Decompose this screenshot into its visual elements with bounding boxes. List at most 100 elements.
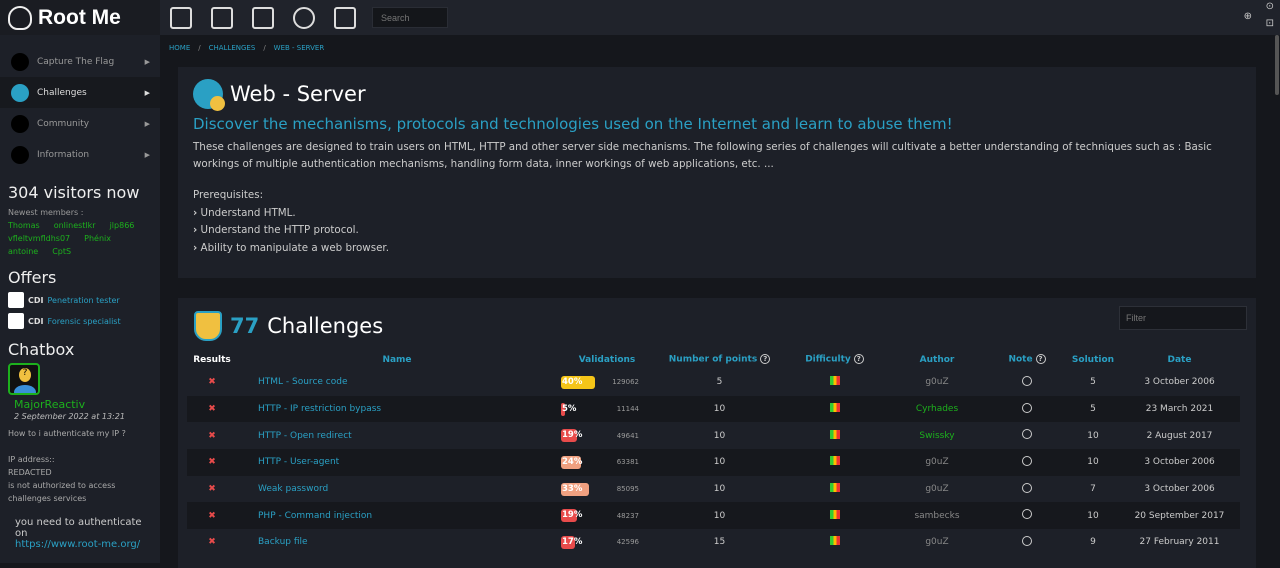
author-link[interactable]: Swissky — [919, 430, 955, 441]
breadcrumb: HOME / CHALLENGES / WEB - SERVER — [160, 35, 1280, 61]
author-link[interactable]: g0uZ — [887, 449, 987, 476]
author-link[interactable]: g0uZ — [925, 484, 949, 495]
header-validations[interactable]: Validations — [578, 354, 636, 365]
breadcrumb-challenges[interactable]: CHALLENGES — [208, 44, 256, 52]
header-solution[interactable]: Solution — [1071, 354, 1115, 365]
challenge-link[interactable]: HTTP - IP restriction bypass — [258, 404, 382, 415]
author-link[interactable]: g0uZ — [925, 377, 949, 388]
date: 20 September 2017 — [1119, 502, 1240, 530]
avatar[interactable] — [8, 363, 40, 395]
breadcrumb-separator: / — [263, 44, 266, 52]
author-link[interactable]: Cyrhades — [887, 395, 987, 423]
validation-percent: 19% — [562, 510, 583, 521]
member-link[interactable]: Phénix — [84, 234, 111, 243]
chat-link[interactable]: https://www.root-me.org/ — [15, 539, 141, 550]
solution-count[interactable]: 10 — [1087, 430, 1099, 441]
challenge-link[interactable]: Weak password — [258, 484, 329, 495]
validation-count: 11144 — [616, 405, 639, 414]
sidebar-item-challenges[interactable]: Challenges ▶ — [0, 77, 160, 108]
challenge-link[interactable]: HTTP - User-agent — [258, 457, 340, 468]
header-points[interactable]: Number of points? — [657, 350, 782, 369]
offer-item[interactable]: CDI Forensic specialist — [8, 312, 152, 330]
header-author[interactable]: Author — [919, 354, 955, 365]
table-row[interactable]: ✖ Weak password 33% 85095 10 g0uZ 7 3 Oct… — [187, 476, 1240, 503]
member-link[interactable]: jlp866 — [109, 221, 135, 230]
radar-icon[interactable] — [293, 6, 315, 29]
prerequisites-title: Prerequisites: — [193, 189, 264, 201]
challenges-icon — [11, 83, 29, 102]
header-results[interactable]: Results — [193, 354, 231, 365]
table-row[interactable]: ✖ HTML - Source code 40% 129062 5 g0uZ 5 … — [187, 369, 1240, 396]
points: 10 — [657, 502, 782, 530]
date: 23 March 2021 — [1119, 395, 1240, 423]
filter-input[interactable] — [1119, 306, 1247, 330]
offer-item[interactable]: CDI Penetration tester — [8, 291, 152, 309]
header-date[interactable]: Date — [1167, 354, 1192, 365]
member-link[interactable]: Thomas — [8, 221, 40, 230]
sidebar-item-capture-the-flag[interactable]: Capture The Flag ▶ — [0, 46, 160, 77]
sidebar-item-information[interactable]: Information ▶ — [0, 139, 160, 170]
solution-count[interactable]: 10 — [1067, 449, 1119, 476]
note-face-icon — [1022, 402, 1032, 413]
newest-members: Thomas onlinestlkr jlp866 vfleltvmfldhs07 Ph… — [8, 219, 152, 258]
cart-icon[interactable] — [334, 6, 356, 29]
top-bar: ⊕ ⊙ ⊡ — [160, 0, 1280, 35]
login-icon[interactable]: ⊙ — [1265, 1, 1274, 12]
table-row[interactable]: ✖ HTTP - IP restriction bypass 5% 11144 1… — [187, 395, 1240, 423]
author-link[interactable]: sambecks — [887, 502, 987, 530]
challenge-link[interactable]: Backup file — [258, 537, 308, 548]
help-icon[interactable]: ? — [760, 354, 771, 365]
breadcrumb-home[interactable]: HOME — [169, 44, 191, 52]
solution-count[interactable]: 9 — [1090, 537, 1096, 548]
search-input[interactable] — [372, 7, 448, 28]
lock-icon[interactable]: ⊡ — [1265, 18, 1274, 29]
category-card: Web - Server Discover the mechanisms, pr… — [178, 67, 1256, 278]
points: 10 — [657, 395, 782, 423]
solution-count[interactable]: 7 — [1090, 484, 1096, 495]
member-link[interactable]: CptS — [52, 247, 72, 256]
offer-link[interactable]: Forensic specialist — [47, 316, 121, 326]
challenge-link[interactable]: HTML - Source code — [258, 377, 348, 388]
table-row[interactable]: ✖ HTTP - User-agent 24% 63381 10 g0uZ 10 … — [187, 449, 1240, 476]
validation-bar: 33% — [561, 482, 590, 496]
challenge-link[interactable]: PHP - Command injection — [258, 510, 373, 521]
solution-count[interactable]: 5 — [1067, 395, 1119, 423]
validation-bar: 19% — [561, 429, 582, 443]
table-row[interactable]: ✖ Backup file 17% 42596 15 g0uZ 9 27 Febr… — [187, 529, 1240, 556]
documents-icon[interactable] — [252, 6, 274, 29]
offer-type: CDI — [28, 295, 44, 305]
difficulty-icon — [829, 456, 840, 466]
sidebar-nav: Capture The Flag ▶ Challenges ▶ Community ▶… — [0, 46, 160, 170]
table-row[interactable]: ✖ HTTP - Open redirect 19% 49641 10 Swiss… — [187, 422, 1240, 449]
header-name[interactable]: Name — [382, 354, 412, 365]
table-row[interactable]: ✖ PHP - Command injection 19% 48237 10 sa… — [187, 502, 1240, 530]
header-note[interactable]: Note? — [987, 350, 1067, 369]
signpost-icon[interactable] — [211, 6, 233, 29]
challenge-link[interactable]: HTTP - Open redirect — [258, 430, 352, 441]
solution-count[interactable]: 10 — [1067, 502, 1119, 530]
validation-percent: 5% — [562, 403, 577, 414]
breadcrumb-web-server[interactable]: WEB - SERVER — [273, 44, 325, 52]
logo[interactable]: Root Me — [0, 0, 160, 35]
help-icon[interactable]: ? — [853, 354, 864, 365]
visitors-count: 304 visitors now — [8, 183, 140, 202]
help-icon[interactable]: ? — [1035, 354, 1046, 365]
difficulty-icon — [829, 403, 840, 413]
prerequisites: Prerequisites: › Understand HTML. › Unde… — [193, 187, 1241, 257]
offer-link[interactable]: Penetration tester — [47, 295, 120, 305]
scrollbar-thumb[interactable] — [1275, 35, 1279, 95]
scrollbar[interactable] — [1274, 35, 1280, 563]
faq-icon[interactable] — [170, 6, 192, 29]
globe-icon[interactable]: ⊕ — [1243, 11, 1252, 22]
author-link[interactable]: g0uZ — [925, 537, 949, 548]
solution-count[interactable]: 5 — [1090, 377, 1096, 388]
header-difficulty[interactable]: Difficulty? — [782, 350, 887, 369]
member-link[interactable]: vfleltvmfldhs07 — [8, 234, 71, 243]
chat-username[interactable]: MajorReactiv — [14, 398, 86, 411]
header-label: Note — [1008, 354, 1033, 365]
points: 15 — [713, 537, 726, 548]
member-link[interactable]: onlinestlkr — [53, 221, 96, 230]
sidebar-item-community[interactable]: Community ▶ — [0, 108, 160, 139]
offer-type: CDI — [28, 316, 44, 326]
member-link[interactable]: antoine — [8, 247, 39, 256]
